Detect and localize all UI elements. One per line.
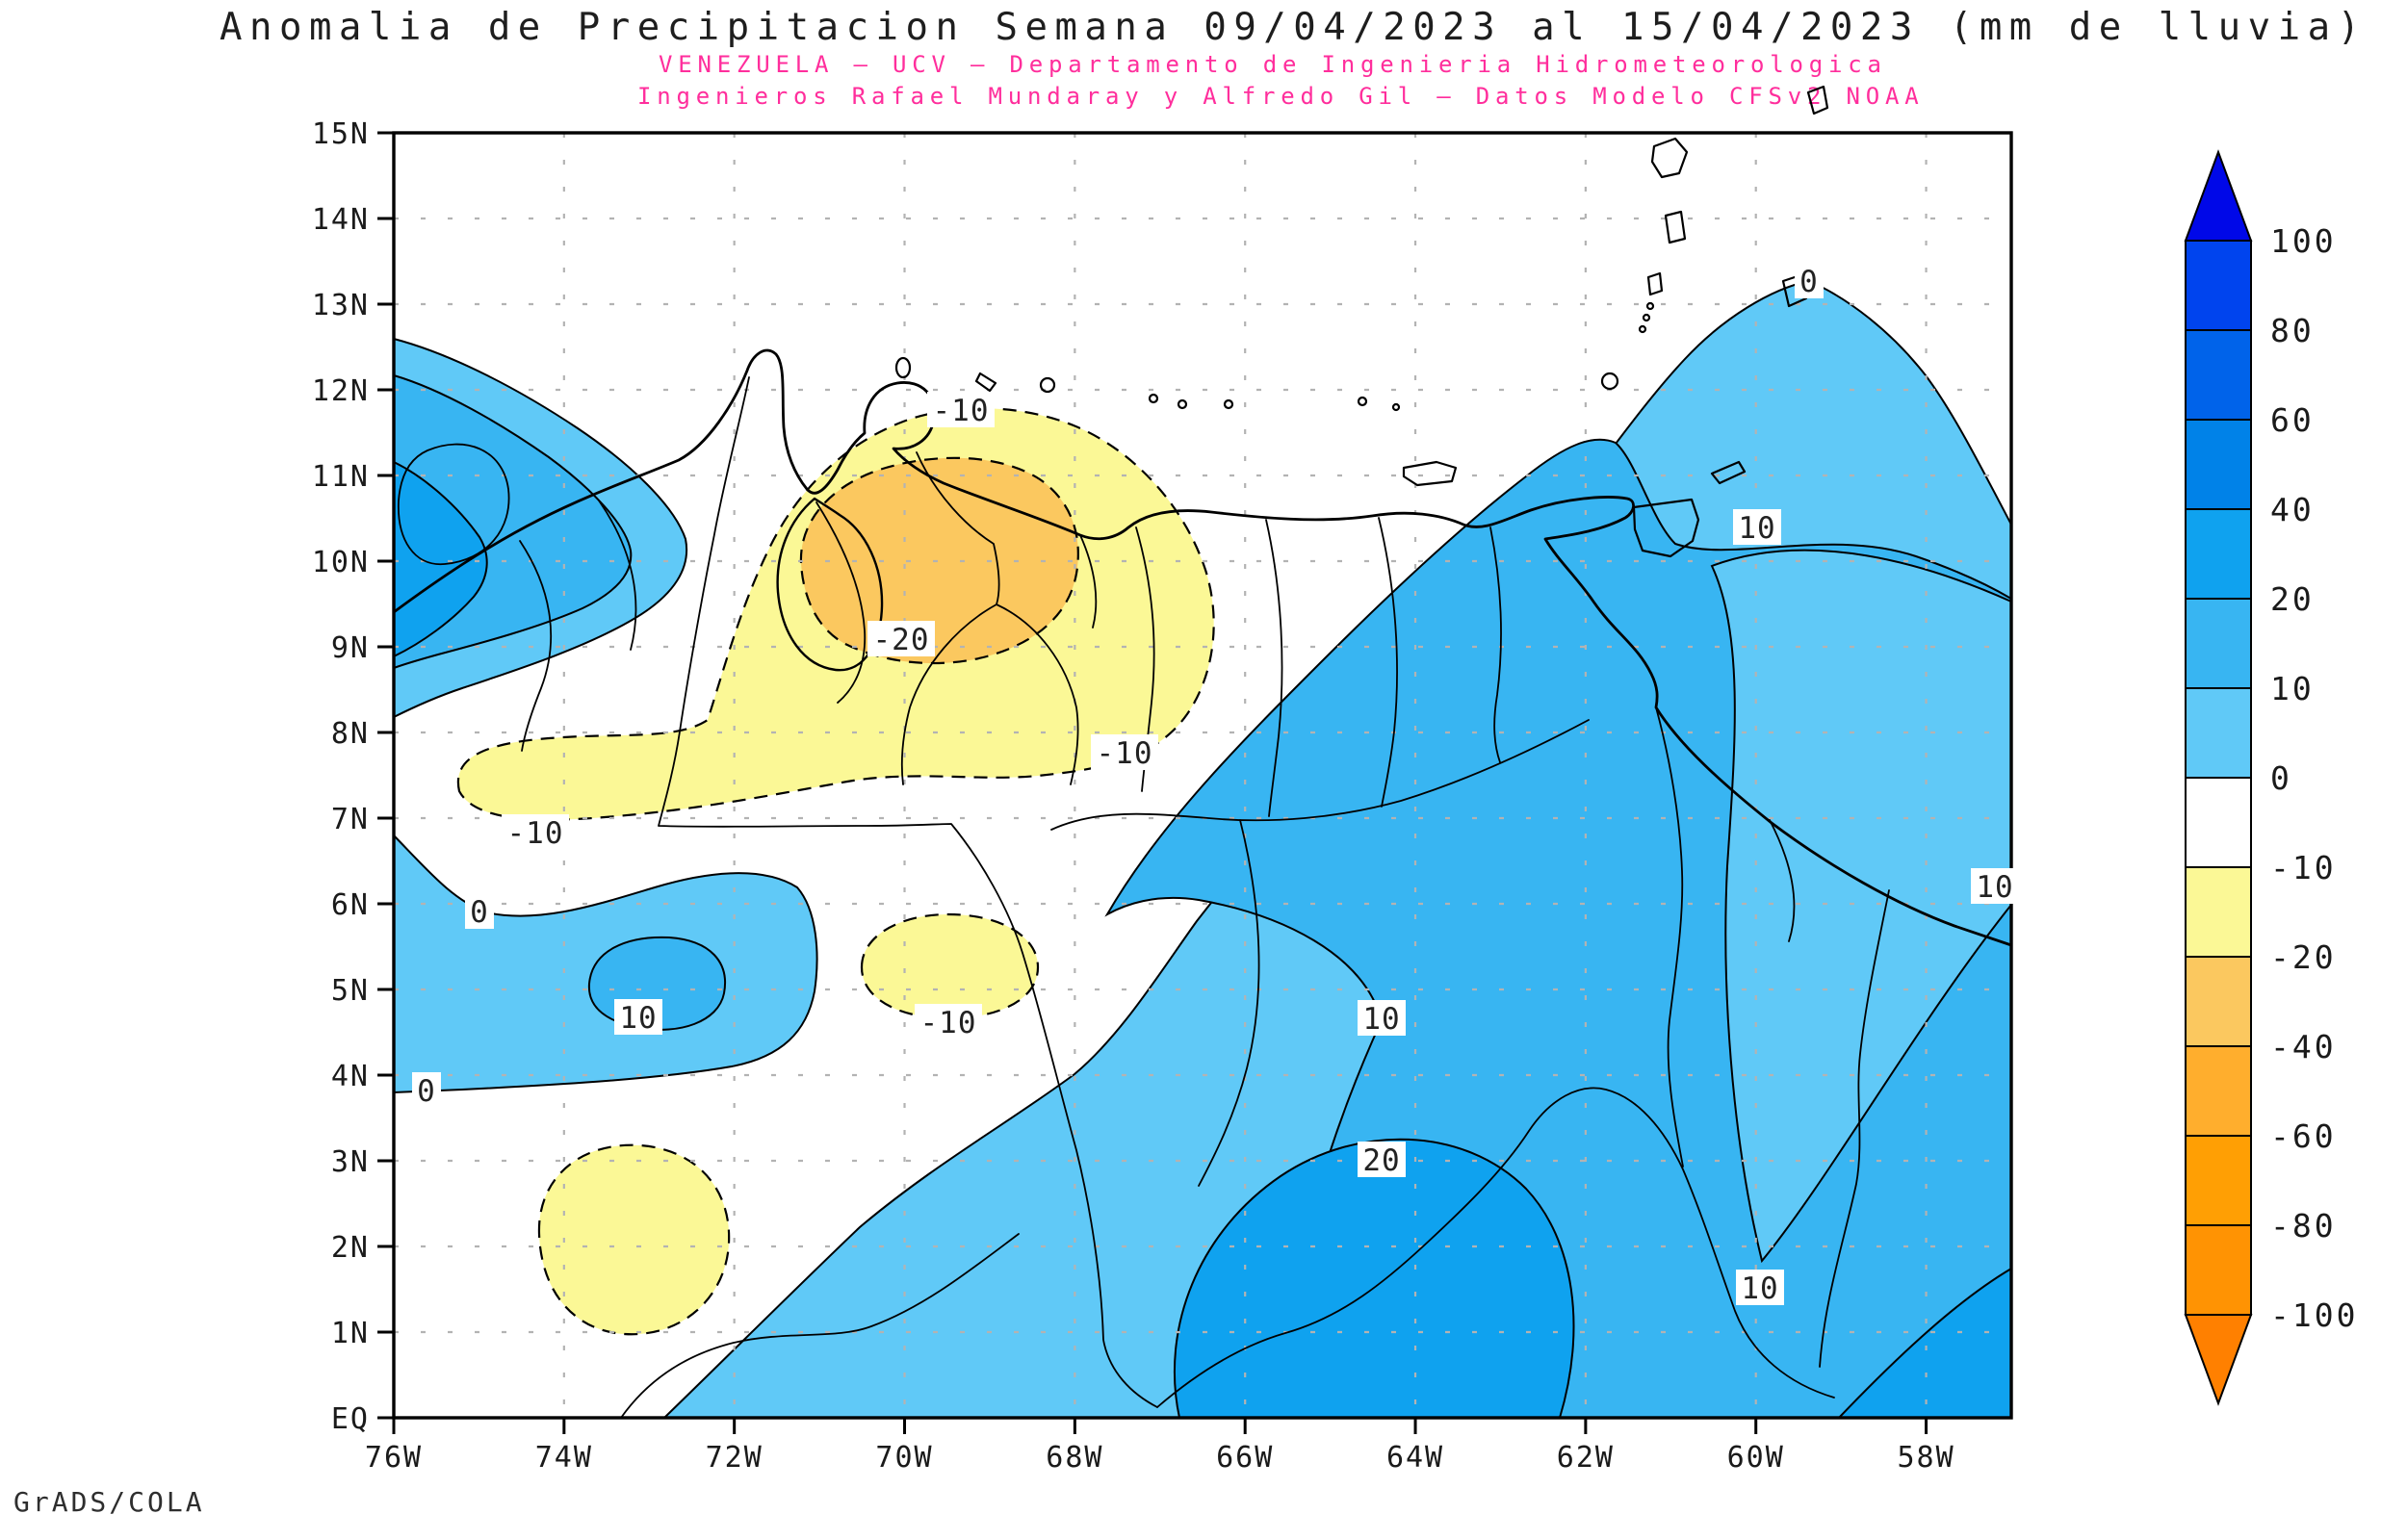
- lat-tick-label: 1N: [331, 1317, 370, 1350]
- colorbar-block: [2186, 778, 2251, 867]
- contour-label: 0: [470, 895, 489, 930]
- island-grenadines-2: [1643, 315, 1649, 321]
- contour-label: 10: [619, 1001, 657, 1036]
- colorbar-block: [2186, 688, 2251, 778]
- lon-tick-label: 68W: [1046, 1441, 1103, 1475]
- colorbar-tick-label: 20: [2270, 580, 2315, 618]
- contour-region-small-negative-center: [862, 914, 1038, 1018]
- lat-tick-label: 14N: [312, 203, 370, 237]
- lon-tick-label: 76W: [365, 1441, 423, 1475]
- lat-tick-label: 7N: [331, 803, 370, 836]
- colorbar-tick-label: -40: [2270, 1028, 2337, 1065]
- lat-tick-label: 15N: [312, 117, 370, 151]
- island-curacao: [976, 373, 996, 391]
- colorbar-block: [2186, 1046, 2251, 1136]
- colorbar-block: [2186, 599, 2251, 688]
- lat-tick-label: 5N: [331, 974, 370, 1008]
- colorbar-tick-label: 40: [2270, 491, 2315, 528]
- colorbar-tick-label: -100: [2270, 1296, 2358, 1334]
- island-la-orchila: [1359, 398, 1366, 405]
- contour-label: -10: [933, 394, 990, 428]
- contour-label: -20: [873, 623, 930, 657]
- island-grenadines-1: [1640, 326, 1645, 332]
- colorbar-block: [2186, 241, 2251, 330]
- colorbar-tick-label: 60: [2270, 401, 2315, 439]
- island-los-roques-1: [1150, 395, 1157, 402]
- island-martinique: [1652, 139, 1687, 177]
- contour-label: -10: [507, 816, 564, 851]
- contour-label: 10: [1976, 870, 2013, 905]
- island-aruba: [896, 358, 910, 377]
- lat-tick-label: 13N: [312, 289, 370, 322]
- contour-label: 10: [1362, 1002, 1400, 1037]
- island-st-lucia: [1666, 212, 1685, 243]
- island-dominica: [1808, 87, 1827, 114]
- lat-tick-label: 4N: [331, 1060, 370, 1093]
- lat-tick-label: 2N: [331, 1231, 370, 1265]
- lat-tick-label: 3N: [331, 1145, 370, 1179]
- colorbar-legend: 10080604020100-10-20-40-60-80-100: [2186, 152, 2358, 1403]
- colorbar-tick-label: 10: [2270, 670, 2315, 707]
- contour-label: -10: [1097, 736, 1153, 771]
- colorbar-tick-label: 100: [2270, 222, 2337, 260]
- lon-tick-label: 74W: [535, 1441, 593, 1475]
- colorbar-tick-label: 0: [2270, 759, 2292, 797]
- colorbar-block: [2186, 867, 2251, 957]
- contour-region-small-negative-southwest: [539, 1145, 729, 1335]
- contour-label: 0: [417, 1074, 436, 1109]
- colorbar-tick-label: 80: [2270, 312, 2315, 349]
- lat-tick-label: EQ: [331, 1402, 370, 1436]
- lat-tick-label: 11N: [312, 460, 370, 494]
- colorbar-block: [2186, 1225, 2251, 1315]
- colorbar-tick-label: -80: [2270, 1207, 2337, 1245]
- lon-tick-label: 66W: [1216, 1441, 1274, 1475]
- lon-tick-label: 72W: [706, 1441, 764, 1475]
- lon-tick-label: 70W: [875, 1441, 933, 1475]
- island-los-roques-2: [1178, 400, 1186, 408]
- island-bonaire: [1041, 378, 1054, 392]
- lat-tick-label: 6N: [331, 888, 370, 922]
- lat-tick-label: 10N: [312, 546, 370, 579]
- contour-label: 10: [1738, 511, 1775, 546]
- contour-label: 20: [1362, 1143, 1400, 1178]
- contour-label: 10: [1741, 1271, 1778, 1306]
- island-st-vincent: [1648, 273, 1662, 295]
- lon-tick-label: 64W: [1386, 1441, 1444, 1475]
- colorbar-block: [2186, 509, 2251, 599]
- lon-tick-label: 62W: [1557, 1441, 1615, 1475]
- island-la-blanquilla: [1225, 400, 1232, 408]
- lat-tick-label: 8N: [331, 717, 370, 751]
- precipitation-anomaly-map: 15N 14N 13N 12N 11N 10N 9N 8N 7N 6N 5N 4N 3N 2N 1N EQ 76…: [0, 0, 2407, 1540]
- lat-tick-label: 9N: [331, 631, 370, 665]
- island-los-testigos: [1393, 404, 1399, 410]
- lon-tick-label: 58W: [1897, 1441, 1954, 1475]
- island-margarita: [1404, 462, 1456, 485]
- colorbar-block: [2186, 1136, 2251, 1225]
- lon-tick-label: 60W: [1727, 1441, 1785, 1475]
- island-grenada: [1602, 373, 1618, 389]
- colorbar-block: [2186, 420, 2251, 509]
- island-grenadines-3: [1647, 303, 1653, 309]
- colorbar-cap-bottom: [2186, 1315, 2251, 1403]
- colorbar-block: [2186, 330, 2251, 420]
- colorbar-block: [2186, 957, 2251, 1046]
- contour-label: -10: [920, 1006, 977, 1040]
- colorbar-tick-label: -60: [2270, 1117, 2337, 1155]
- contour-label: 0: [1799, 265, 1819, 299]
- lat-tick-label: 12N: [312, 374, 370, 408]
- colorbar-tick-label: -20: [2270, 938, 2337, 976]
- colorbar-cap-top: [2186, 152, 2251, 241]
- colorbar-tick-label: -10: [2270, 849, 2337, 886]
